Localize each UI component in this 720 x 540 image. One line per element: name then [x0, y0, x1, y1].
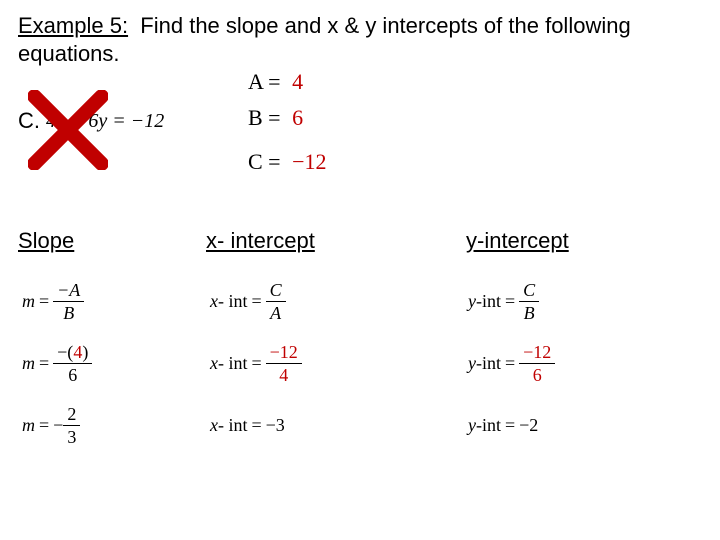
coeff-a-label: A = — [248, 69, 281, 94]
yint-substituted: y-int = −12 6 — [468, 332, 555, 394]
coeff-c-label: C = — [248, 149, 281, 174]
slope-den-1: B — [63, 303, 74, 323]
yint-y-2: y — [468, 353, 476, 374]
xint-suf-1: - int — [218, 291, 248, 312]
coeff-c-value: −12 — [292, 149, 326, 174]
slope-num-1: −A — [57, 280, 80, 300]
coeff-c-row: C = −12 — [248, 149, 702, 175]
slope-num2-val: 4 — [73, 342, 82, 362]
xint-val-3: −3 — [266, 415, 285, 436]
slope-num2-pre: −( — [57, 342, 73, 362]
yint-suf-3: -int — [476, 415, 501, 436]
xint-den-2: 4 — [275, 364, 292, 384]
slope-den-3: 3 — [63, 426, 80, 446]
xint-x-3: x — [210, 415, 218, 436]
coeff-b-value: 6 — [292, 105, 303, 130]
yint-num-1: C — [523, 280, 535, 300]
yint-result: y-int = −2 — [468, 394, 555, 456]
slope-sign-3: − — [53, 415, 63, 436]
xint-num-2: −12 — [266, 343, 302, 364]
xint-result: x- int = −3 — [210, 394, 302, 456]
slope-m-2: m — [22, 353, 35, 374]
slope-column: m = −A B m = −(4) 6 m = − 2 3 — [22, 270, 92, 456]
yint-den-2: 6 — [529, 364, 546, 384]
xint-substituted: x- int = −12 4 — [210, 332, 302, 394]
xint-x-2: x — [210, 353, 218, 374]
yint-formula: y-int = C B — [468, 270, 555, 332]
slope-den-2: 6 — [64, 364, 81, 384]
part-c-equation: 4x + 6y = −12 — [46, 110, 164, 133]
xint-suf-3: - int — [218, 415, 248, 436]
part-c-label: C. — [18, 108, 40, 134]
yint-den-1: B — [524, 303, 535, 323]
yint-suf-1: -int — [476, 291, 501, 312]
yint-val-3: −2 — [519, 415, 538, 436]
xint-column: x- int = C A x- int = −12 4 x- int = −3 — [210, 270, 302, 456]
slope-num2-post: ) — [82, 342, 88, 362]
coeff-b-row: B = 6 — [248, 105, 702, 131]
slope-num-3: 2 — [63, 405, 80, 426]
header-xint: x- intercept — [206, 228, 315, 254]
xint-formula: x- int = C A — [210, 270, 302, 332]
xint-den-1: A — [270, 303, 281, 323]
example-title: Example 5: — [18, 13, 128, 38]
header-yint: y-intercept — [466, 228, 569, 254]
xint-suf-2: - int — [218, 353, 248, 374]
coeff-a-row: A = 4 — [248, 69, 702, 95]
slope-formula: m = −A B — [22, 270, 92, 332]
yint-num-2: −12 — [519, 343, 555, 364]
yint-y-1: y — [468, 291, 476, 312]
xint-num-1: C — [270, 280, 282, 300]
example-prompt: Example 5: Find the slope and x & y inte… — [18, 12, 702, 67]
coeff-b-label: B = — [248, 105, 281, 130]
yint-y-3: y — [468, 415, 476, 436]
yint-suf-2: -int — [476, 353, 501, 374]
header-slope: Slope — [18, 228, 74, 254]
yint-column: y-int = C B y-int = −12 6 y-int = −2 — [468, 270, 555, 456]
xint-x-1: x — [210, 291, 218, 312]
slope-result: m = − 2 3 — [22, 394, 92, 456]
slope-substituted: m = −(4) 6 — [22, 332, 92, 394]
slope-m-3: m — [22, 415, 35, 436]
slope-m-1: m — [22, 291, 35, 312]
coeff-a-value: 4 — [292, 69, 303, 94]
